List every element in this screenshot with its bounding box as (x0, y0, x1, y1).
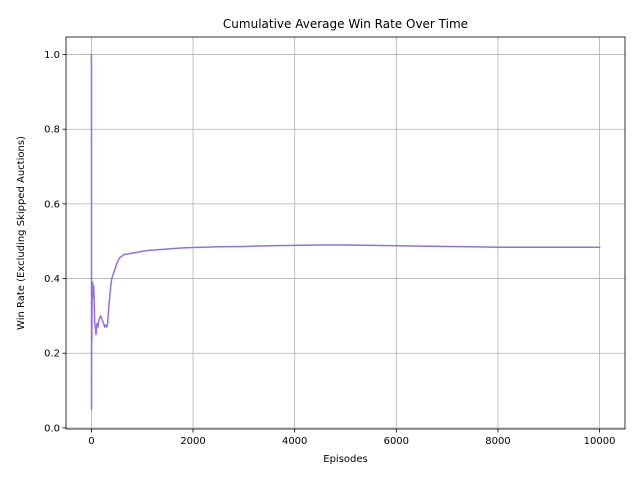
x-tick-label: 10000 (584, 436, 616, 447)
y-axis-label: Win Rate (Excluding Skipped Auctions) (16, 136, 27, 330)
grid-lines (66, 37, 625, 429)
y-tick-label: 0.4 (44, 274, 60, 285)
series-layer (90, 53, 601, 410)
x-tick-label: 8000 (485, 436, 510, 447)
x-tick-label: 2000 (180, 436, 205, 447)
x-axis-ticks: 0 2000 4000 6000 8000 10000 (88, 429, 615, 447)
y-axis-ticks: 0.0 0.2 0.4 0.6 0.8 1.0 (44, 50, 66, 434)
y-tick-label: 0.2 (44, 349, 60, 360)
series-line (90, 53, 601, 410)
y-tick-label: 1.0 (44, 50, 60, 61)
y-tick-label: 0.0 (44, 423, 60, 434)
x-axis-label: Episodes (323, 454, 367, 465)
y-tick-label: 0.6 (44, 199, 60, 210)
x-tick-label: 0 (88, 436, 94, 447)
plot-area-frame (65, 36, 626, 430)
x-tick-label: 4000 (282, 436, 307, 447)
x-tick-label: 6000 (384, 436, 409, 447)
chart-title: Cumulative Average Win Rate Over Time (223, 17, 468, 31)
y-tick-label: 0.8 (44, 125, 60, 136)
